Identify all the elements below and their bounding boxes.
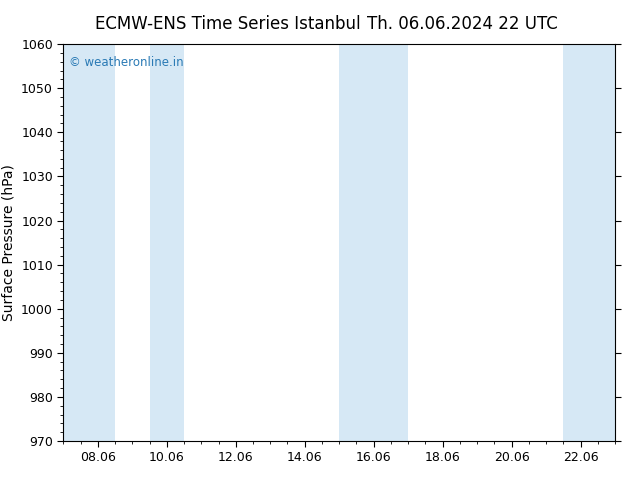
Text: ECMW-ENS Time Series Istanbul: ECMW-ENS Time Series Istanbul: [96, 15, 361, 33]
Y-axis label: Surface Pressure (hPa): Surface Pressure (hPa): [1, 164, 16, 321]
Bar: [563, 44, 615, 441]
Bar: [339, 44, 408, 441]
Bar: [63, 44, 115, 441]
Bar: [150, 44, 184, 441]
Text: © weatheronline.in: © weatheronline.in: [69, 56, 183, 69]
Text: Th. 06.06.2024 22 UTC: Th. 06.06.2024 22 UTC: [368, 15, 558, 33]
